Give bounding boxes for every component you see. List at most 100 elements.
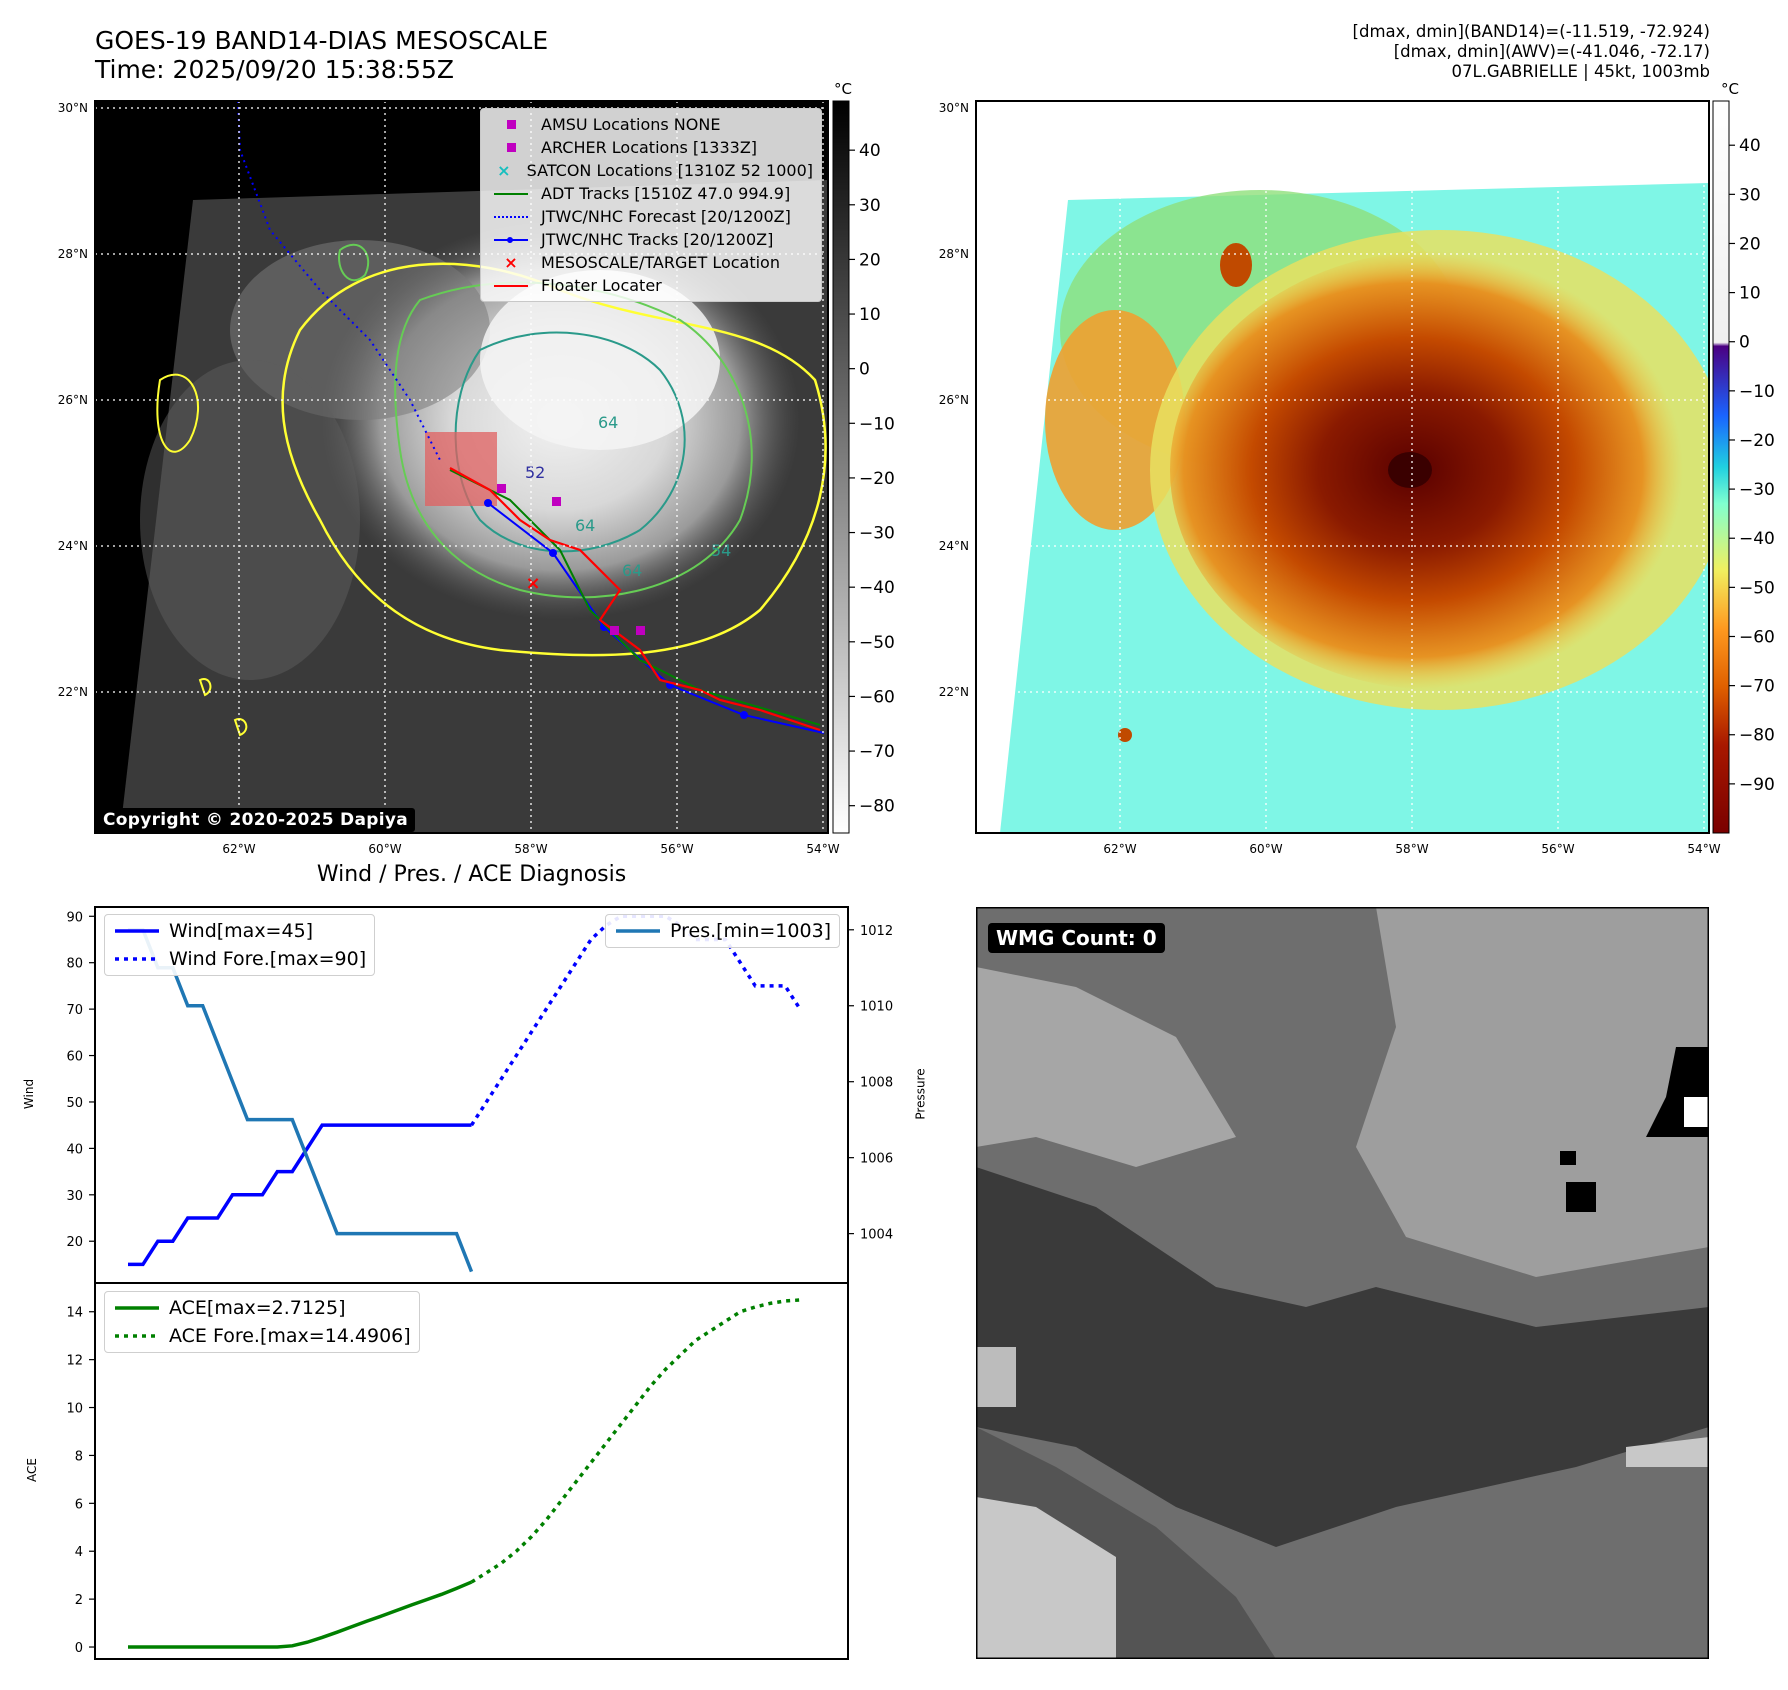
y-tick-label: 40 bbox=[66, 1142, 83, 1157]
legend-label: SATCON Locations [1310Z 52 1000] bbox=[526, 161, 813, 180]
colorbar-tick-label: −30 bbox=[859, 524, 895, 544]
lon-label: 62°W bbox=[1103, 842, 1136, 856]
lat-label: 28°N bbox=[58, 247, 88, 261]
series-line-0 bbox=[128, 1123, 472, 1267]
legend-label: ACE[max=2.7125] bbox=[169, 1297, 346, 1319]
legend-item: ADT Tracks [1510Z 47.0 994.9] bbox=[489, 182, 813, 205]
legend-label: Wind[max=45] bbox=[169, 920, 314, 942]
colorbar-tick-label: −90 bbox=[1739, 775, 1775, 795]
figure-info: [dmax, dmin](BAND14)=(-11.519, -72.924) … bbox=[1353, 22, 1710, 82]
legend-label: MESOSCALE/TARGET Location bbox=[541, 253, 780, 272]
colorbar-tick-label: −40 bbox=[1739, 529, 1775, 549]
info-line-2: [dmax, dmin](AWV)=(-41.046, -72.17) bbox=[1393, 42, 1710, 61]
y-right-tick-label: 1010 bbox=[860, 1000, 893, 1015]
lat-label: 30°N bbox=[58, 101, 88, 115]
wmg-count-badge: WMG Count: 0 bbox=[988, 923, 1165, 953]
colorbar-tick-label: −60 bbox=[1739, 627, 1775, 647]
colorbar-tick-label: 0 bbox=[1739, 333, 1750, 353]
colorbar-tick-label: −20 bbox=[859, 469, 895, 489]
legend-label: ACE Fore.[max=14.4906] bbox=[169, 1325, 411, 1347]
colorbar-tick-label: 30 bbox=[859, 196, 881, 216]
info-line-1: [dmax, dmin](BAND14)=(-11.519, -72.924) bbox=[1352, 22, 1710, 41]
band14-map-svg: × 64 64 64 54 52 bbox=[58, 80, 1775, 856]
colorbar-tick-label: 10 bbox=[859, 305, 881, 325]
y-right-tick-label: 1004 bbox=[860, 1228, 893, 1243]
colorbar-tick-label: −20 bbox=[1739, 431, 1775, 451]
legend-label: ARCHER Locations [1333Z] bbox=[541, 138, 758, 157]
legend-item: JTWC/NHC Forecast [20/1200Z] bbox=[489, 205, 813, 228]
lon-label: 54°W bbox=[806, 842, 839, 856]
y-tick-label: 20 bbox=[66, 1235, 83, 1250]
colorbar-tick-label: −10 bbox=[1739, 382, 1775, 402]
lon-label: 56°W bbox=[660, 842, 693, 856]
wind-axis-label: Wind bbox=[22, 1078, 37, 1110]
y-tick-label: 70 bbox=[66, 1003, 83, 1018]
x-marker-icon: × bbox=[497, 161, 511, 180]
legend-label: AMSU Locations NONE bbox=[541, 115, 721, 134]
lat-label: 28°N bbox=[939, 247, 969, 261]
pressure-legend: Pres.[min=1003] bbox=[605, 914, 841, 948]
colorbar-tick-label: −70 bbox=[859, 742, 895, 762]
lon-label: 56°W bbox=[1541, 842, 1574, 856]
colorbar-tick-label: −80 bbox=[859, 797, 895, 817]
legend-item: Floater Locater bbox=[489, 274, 813, 297]
legend-label: Wind Fore.[max=90] bbox=[169, 948, 367, 970]
colorbar-tick-label: −10 bbox=[859, 414, 895, 434]
lat-label: 22°N bbox=[58, 685, 88, 699]
colorbar-left-unit: °C bbox=[834, 80, 852, 98]
legend-item: ACE Fore.[max=14.4906] bbox=[113, 1322, 411, 1350]
colorbar-tick-label: −80 bbox=[1739, 726, 1775, 746]
y-tick-label: 2 bbox=[75, 1593, 83, 1608]
colorbar-tick-label: −50 bbox=[859, 633, 895, 653]
colorbar-right bbox=[1712, 100, 1730, 834]
y-tick-label: 0 bbox=[75, 1641, 83, 1656]
colorbar-tick-label: 40 bbox=[1739, 136, 1761, 156]
series-line-1 bbox=[470, 1298, 801, 1584]
contour-label: 64 bbox=[622, 561, 642, 580]
legend-item: ARCHER Locations [1333Z] bbox=[489, 136, 813, 159]
colorbar-tick-label: −30 bbox=[1739, 480, 1775, 500]
colorbar-tick-label: 40 bbox=[859, 141, 881, 161]
y-tick-label: 60 bbox=[66, 1050, 83, 1065]
svg-text:×: × bbox=[525, 573, 540, 594]
contour-label: 64 bbox=[598, 413, 618, 432]
lon-label: 60°W bbox=[368, 842, 401, 856]
awv-image bbox=[976, 101, 1709, 833]
pressure-axis-label: Pressure bbox=[913, 1068, 928, 1120]
series-line-0 bbox=[128, 1580, 473, 1649]
y-tick-label: 50 bbox=[66, 1096, 83, 1111]
y-tick-label: 14 bbox=[66, 1306, 83, 1321]
diagnosis-title: Wind / Pres. / ACE Diagnosis bbox=[316, 862, 627, 887]
contour-label: 64 bbox=[575, 516, 595, 535]
y-tick-label: 80 bbox=[66, 957, 83, 972]
title-line-2: Time: 2025/09/20 15:38:55Z bbox=[95, 55, 454, 84]
lon-label: 58°W bbox=[514, 842, 547, 856]
lon-label: 54°W bbox=[1687, 842, 1720, 856]
lat-label: 30°N bbox=[939, 101, 969, 115]
lat-label: 24°N bbox=[58, 539, 88, 553]
band14-image: × 64 64 64 54 52 bbox=[95, 101, 828, 833]
y-tick-label: 30 bbox=[66, 1189, 83, 1204]
y-tick-label: 12 bbox=[66, 1354, 83, 1369]
colorbar-tick-label: 10 bbox=[1739, 284, 1761, 304]
lat-label: 22°N bbox=[939, 685, 969, 699]
lon-label: 60°W bbox=[1249, 842, 1282, 856]
y-right-tick-label: 1012 bbox=[860, 924, 893, 939]
square-marker-icon bbox=[506, 120, 516, 129]
legend-item: AMSU Locations NONE bbox=[489, 113, 813, 136]
legend-label: JTWC/NHC Tracks [20/1200Z] bbox=[541, 230, 774, 249]
y-right-tick-label: 1008 bbox=[860, 1076, 893, 1091]
figure-title: GOES-19 BAND14-DIAS MESOSCALE Time: 2025… bbox=[95, 26, 548, 84]
y-tick-label: 8 bbox=[75, 1449, 83, 1464]
dotted-line-icon bbox=[494, 215, 528, 218]
contour-label: 54 bbox=[711, 541, 731, 560]
line-icon bbox=[494, 284, 528, 287]
colorbar-tick-label: 0 bbox=[859, 360, 870, 380]
legend-item: × MESOSCALE/TARGET Location bbox=[489, 251, 813, 274]
x-marker-icon: × bbox=[504, 253, 518, 272]
legend-item: Wind[max=45] bbox=[113, 917, 366, 945]
y-tick-label: 6 bbox=[75, 1497, 83, 1512]
colorbar-tick-label: −40 bbox=[859, 578, 895, 598]
legend-label: Pres.[min=1003] bbox=[670, 920, 832, 942]
